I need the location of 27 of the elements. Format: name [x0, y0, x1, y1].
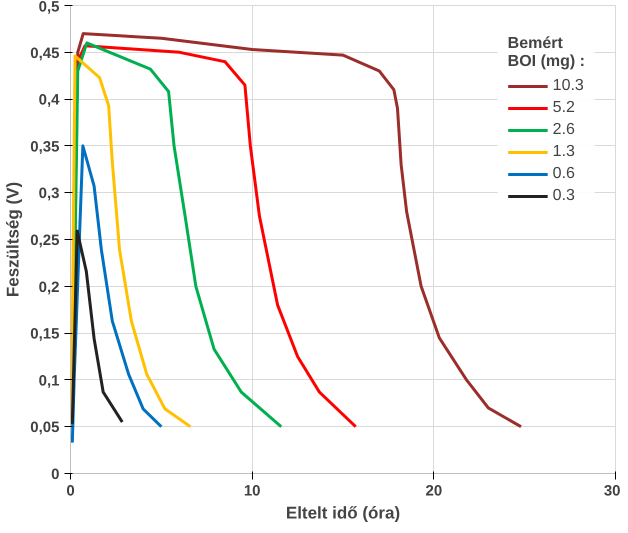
- y-tick-label: 0,05: [30, 419, 60, 436]
- x-tick-label: 10: [244, 482, 261, 500]
- x-tick-label: 20: [425, 482, 442, 500]
- y-tick-label: 0,2: [38, 278, 60, 296]
- y-tick-label: 0,25: [30, 232, 60, 249]
- y-tick-label: 0,35: [30, 138, 60, 156]
- line-series: [70, 230, 124, 426]
- legend-label: 10.3: [552, 77, 584, 95]
- x-tick-label: 30: [604, 482, 621, 500]
- legend-label: 0.6: [552, 165, 575, 183]
- legend-label: 5.2: [552, 99, 575, 117]
- y-tick-label: 0,15: [30, 326, 60, 343]
- y-tick-label: 0,5: [38, 0, 60, 16]
- line-series: [70, 54, 192, 428]
- y-tick-label: 0,4: [38, 92, 60, 109]
- y-tick-label: 0,45: [30, 44, 60, 62]
- y-tick-label: 0: [51, 466, 60, 483]
- legend-label: 2.6: [552, 121, 575, 139]
- x-axis-title: Eltelt idő (óra): [286, 504, 400, 522]
- y-axis-title: Feszültség (V): [3, 182, 22, 298]
- x-tick-label: 0: [66, 482, 75, 500]
- line-series: [76, 44, 358, 428]
- y-tick-label: 0,1: [38, 372, 60, 390]
- y-tick-label: 0,3: [38, 185, 60, 202]
- legend-title: Bemért BOI (mg) :: [508, 35, 585, 71]
- legend-label: 1.3: [552, 143, 575, 161]
- legend-label: 0.3: [552, 187, 575, 205]
